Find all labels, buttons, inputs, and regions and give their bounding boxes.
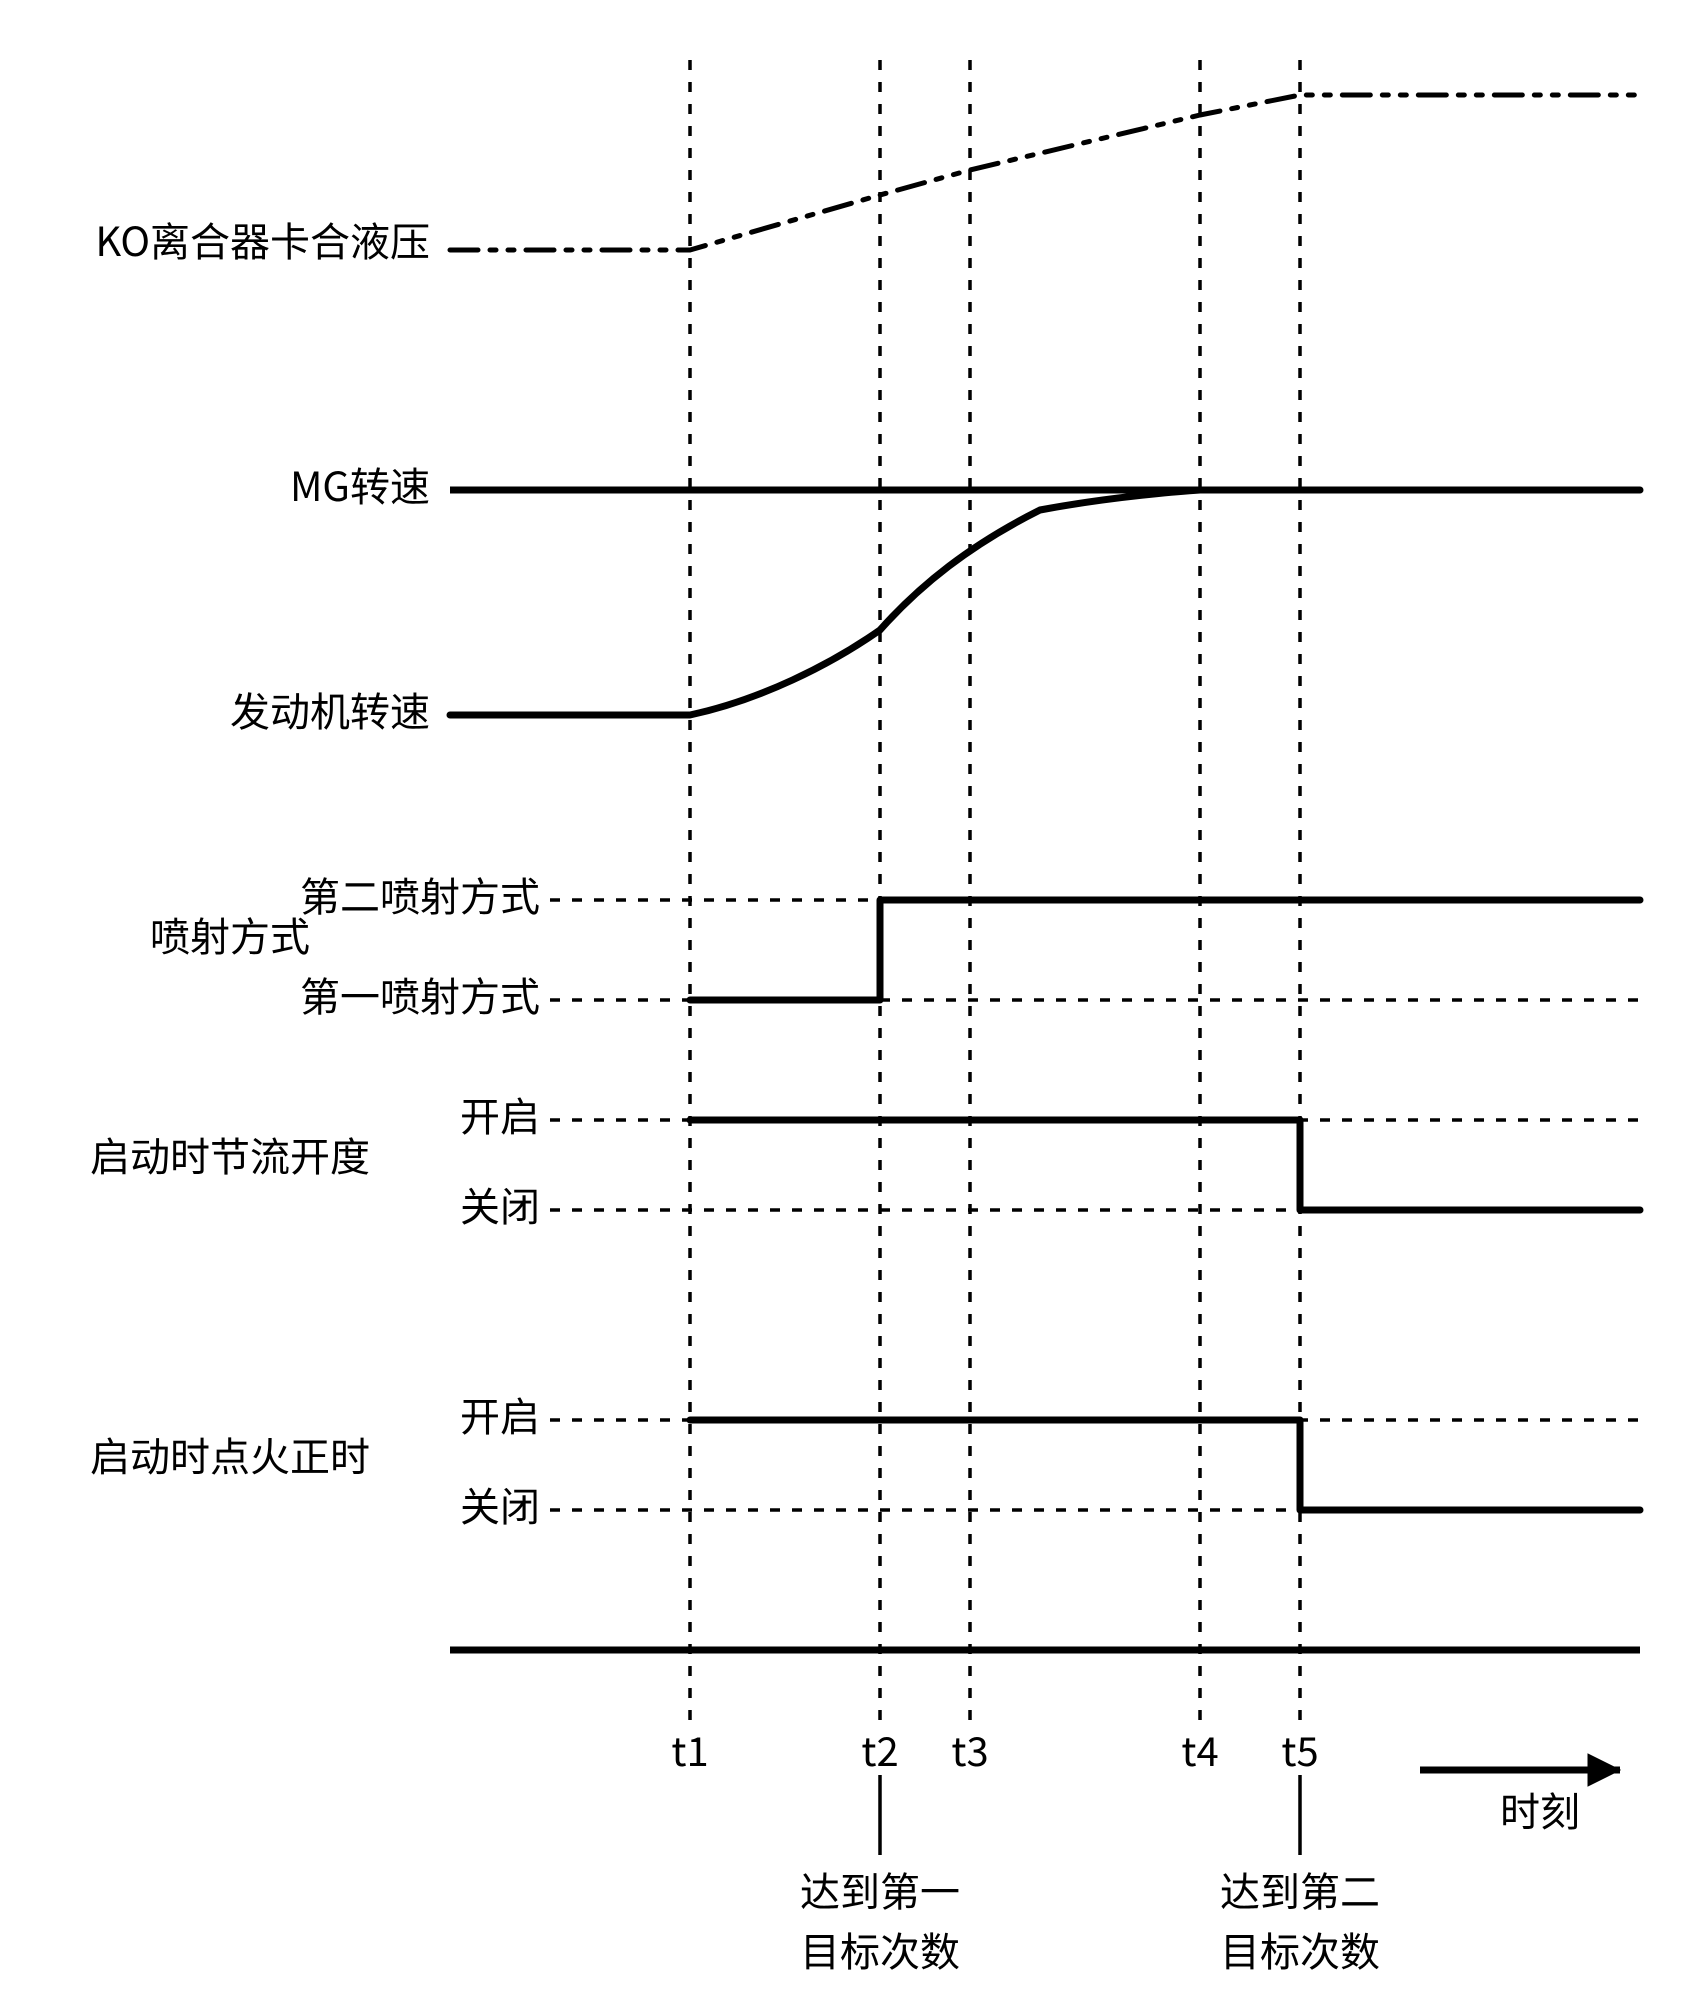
label-throttle-open: 开启 [460,1085,540,1143]
label-injection-2: 第二喷射方式 [300,865,540,923]
annotation-target-1-line1: 达到第一 [800,1860,960,1918]
tick-t5: t5 [1281,1720,1318,1778]
label-time-axis: 时刻 [1500,1780,1580,1838]
tick-t1: t1 [671,1720,708,1778]
label-ignition: 启动时点火正时 [90,1425,370,1483]
curve-throttle [690,1120,1640,1210]
tick-t3: t3 [951,1720,988,1778]
label-throttle-close: 关闭 [460,1175,540,1233]
curve-engine-speed [450,490,1640,715]
time-arrow-head [1588,1754,1620,1786]
label-injection-1: 第一喷射方式 [300,965,540,1023]
tick-t2: t2 [861,1720,898,1778]
label-mg-speed: MG转速 [290,455,430,513]
curve-k0-clutch-pressure [450,95,1640,250]
curve-injection-mode [690,900,1640,1000]
curve-ignition [690,1420,1640,1510]
label-injection-mode: 喷射方式 [150,905,310,963]
label-throttle: 启动时节流开度 [90,1125,370,1183]
label-k0-clutch: KO离合器卡合液压 [95,210,430,268]
label-ignition-open: 开启 [460,1385,540,1443]
annotation-target-1-line2: 目标次数 [800,1920,960,1978]
tick-t4: t4 [1181,1720,1218,1778]
label-ignition-close: 关闭 [460,1475,540,1533]
annotation-target-2-line1: 达到第二 [1220,1860,1380,1918]
annotation-target-2-line2: 目标次数 [1220,1920,1380,1978]
label-engine-speed: 发动机转速 [230,680,430,738]
